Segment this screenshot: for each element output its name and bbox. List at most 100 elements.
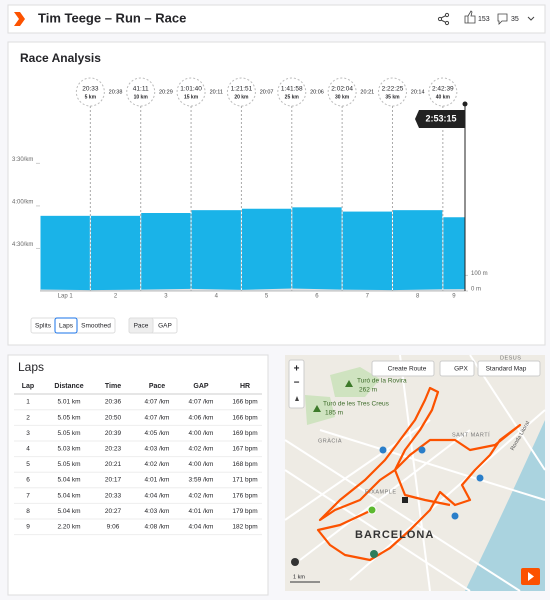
- route-finish: [402, 497, 408, 503]
- table-cell: 4:00 /km: [189, 430, 214, 437]
- column-header: Lap: [22, 383, 34, 390]
- streets: [284, 354, 546, 592]
- zoom-control[interactable]: [288, 359, 305, 409]
- map-button[interactable]: [477, 360, 541, 377]
- parks: [305, 367, 380, 425]
- scale-label: 1 km: [293, 574, 305, 580]
- split-distance: 10 km: [134, 94, 149, 100]
- toggle-button[interactable]: Splits: [35, 323, 52, 330]
- split-distance: 30 km: [335, 94, 350, 100]
- split-marker: [277, 77, 307, 107]
- segment-time: 20:06: [310, 89, 324, 95]
- selected-button[interactable]: [128, 317, 154, 334]
- district-label: GRÀCIA: [318, 437, 342, 444]
- split-marker: [75, 77, 105, 107]
- toggle-button[interactable]: GAP: [158, 323, 172, 330]
- split-time: 1:41:58: [281, 86, 303, 93]
- poi: [418, 446, 426, 454]
- comment-icon[interactable]: [497, 13, 508, 25]
- header-bar: [7, 4, 546, 34]
- play-icon: [528, 572, 534, 581]
- map-button-label[interactable]: Create Route: [388, 366, 427, 373]
- zoom-button[interactable]: +: [294, 364, 300, 375]
- route-start: [367, 505, 377, 515]
- map-button[interactable]: [371, 360, 435, 377]
- split-distance: 5 km: [85, 94, 97, 100]
- y-tick-label: 4:30/km: [12, 242, 33, 248]
- sea: [465, 420, 545, 591]
- poi: [370, 550, 378, 558]
- bar: [241, 208, 292, 291]
- table-cell: 7: [26, 492, 30, 499]
- selected-button[interactable]: [54, 317, 78, 334]
- x-tick-label: 7: [366, 294, 370, 300]
- table-cell: 5.05 km: [57, 414, 80, 421]
- elevation-area: [40, 288, 465, 291]
- column-header: Distance: [54, 383, 83, 390]
- bar: [191, 210, 241, 291]
- place-elevation: 262 m: [359, 387, 377, 394]
- table-cell: 9: [26, 524, 30, 531]
- poi: [476, 474, 484, 482]
- split-time: 1:01:40: [180, 86, 202, 93]
- table-cell: 9:06: [107, 524, 120, 531]
- table-cell: 5: [26, 461, 30, 468]
- table-cell: 20:27: [105, 508, 122, 515]
- map[interactable]: Create Route GPX Standard Map + − Turó de la …: [284, 354, 546, 592]
- more-button[interactable]: [527, 16, 535, 21]
- table-cell: 4:07 /km: [145, 399, 170, 406]
- table-cell: 3:59 /km: [189, 477, 214, 484]
- activity-icon: [14, 12, 25, 26]
- split-marker: [126, 77, 156, 107]
- x-tick-label: Lap 1: [58, 294, 74, 300]
- x-tick-label: 3: [164, 294, 168, 300]
- bar: [342, 211, 392, 291]
- column-header: Pace: [149, 383, 165, 390]
- bar: [141, 213, 191, 291]
- place-elevation: 185 m: [325, 410, 343, 417]
- split-distance: 25 km: [285, 94, 300, 100]
- x-tick-label: 8: [416, 294, 420, 300]
- table-cell: 20:36: [105, 399, 122, 406]
- kudos-icon[interactable]: [464, 10, 476, 24]
- finish-flag: [415, 110, 465, 128]
- table-cell: 4:01 /km: [189, 508, 214, 515]
- map-button[interactable]: [439, 360, 475, 377]
- kudos-count[interactable]: 153: [478, 16, 490, 23]
- toggle-button[interactable]: Pace: [134, 323, 149, 330]
- table-cell: 20:21: [105, 461, 122, 468]
- table-cell: 171 bpm: [232, 477, 257, 484]
- comment-count[interactable]: 35: [511, 16, 519, 23]
- split-time: 41:11: [133, 86, 149, 93]
- segment-time: 20:29: [159, 89, 173, 95]
- share-button[interactable]: [437, 12, 450, 26]
- column-header: Time: [105, 383, 121, 390]
- table-cell: 4:03 /km: [145, 508, 170, 515]
- table-cell: 5.03 km: [57, 446, 80, 453]
- table-cell: 4:07 /km: [145, 414, 170, 421]
- map-button-label[interactable]: GPX: [454, 366, 468, 373]
- zoom-button[interactable]: −: [294, 378, 300, 389]
- toggle-button[interactable]: Smoothed: [81, 323, 111, 330]
- table-cell: 4:07 /km: [189, 399, 214, 406]
- map-button-label[interactable]: Standard Map: [486, 366, 527, 373]
- compass[interactable]: [295, 396, 299, 401]
- bar: [443, 217, 465, 291]
- table-cell: 176 bpm: [232, 492, 257, 499]
- activity-title: Tim Teege – Run – Race: [38, 10, 186, 25]
- split-marker: [428, 77, 458, 107]
- x-tick-label: 2: [114, 294, 118, 300]
- toggle-button[interactable]: Laps: [59, 323, 74, 330]
- table-cell: 20:50: [105, 414, 122, 421]
- table-cell: 4:02 /km: [189, 446, 214, 453]
- segment-time: 20:07: [260, 89, 274, 95]
- table-cell: 5.04 km: [57, 477, 80, 484]
- table-cell: 6: [26, 477, 30, 484]
- bar: [90, 215, 141, 291]
- y2-tick-label: 0 m: [471, 287, 481, 293]
- split-time: 2:22:25: [382, 86, 404, 93]
- info-button[interactable]: [291, 558, 299, 566]
- column-header: HR: [240, 383, 250, 390]
- table-cell: 182 bpm: [232, 524, 257, 531]
- split-distance: 15 km: [184, 94, 199, 100]
